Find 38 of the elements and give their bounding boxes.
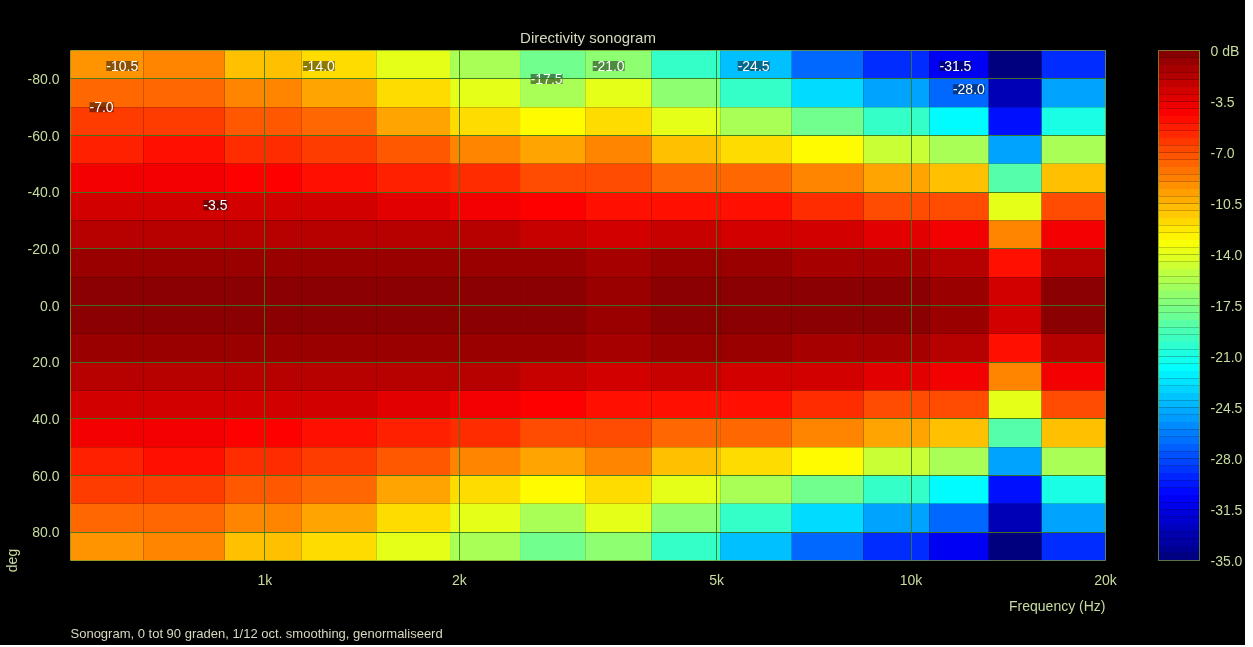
- x-tick-label: 20k: [1094, 571, 1118, 588]
- color-bar-label: -31.5: [1210, 501, 1243, 518]
- chart-title: Directivity sonogram: [520, 28, 656, 46]
- color-bar-label: -28.0: [1210, 450, 1243, 467]
- annotation: -17.5: [530, 70, 563, 87]
- x-tick-label: 1k: [257, 571, 274, 588]
- y-tick-label: 80.0: [32, 524, 60, 541]
- color-bar-label: -14.0: [1210, 246, 1243, 263]
- y-tick-label: -80.0: [27, 70, 60, 87]
- y-tick-label: 20.0: [32, 354, 60, 371]
- color-bar-label: -7.0: [1210, 144, 1235, 161]
- annotation: -10.5: [106, 58, 139, 75]
- y-tick-label: 0.0: [40, 297, 60, 314]
- color-bar-label: 0 dB: [1210, 42, 1240, 59]
- y-tick-label: -20.0: [27, 240, 60, 257]
- annotation: -31.5: [939, 58, 972, 75]
- y-tick-label: -60.0: [27, 127, 60, 144]
- color-bar-label: -21.0: [1210, 348, 1243, 365]
- x-tick-label: 5k: [709, 571, 725, 588]
- x-tick-label: 2k: [452, 571, 468, 588]
- text: Sonogram, 0 tot 90 graden, 1/12 oct. smoothing, genormaliseerd: [70, 625, 443, 641]
- y-tick-label: 60.0: [32, 467, 60, 484]
- color-bar-label: -17.5: [1210, 297, 1243, 314]
- annotation: -24.5: [737, 58, 770, 75]
- color-bar-label: -24.5: [1210, 399, 1243, 416]
- y-tick-label: 40.0: [32, 410, 60, 427]
- x-tick-label: 10k: [899, 571, 924, 588]
- color-bar-label: -3.5: [1210, 93, 1235, 110]
- x-axis-title: Frequency (Hz): [1009, 597, 1106, 614]
- annotation: -21.0: [592, 58, 625, 75]
- annotation: -14.0: [302, 58, 336, 75]
- y-axis-title: deg: [3, 548, 20, 573]
- annotation: -3.5: [203, 197, 228, 214]
- annotation: -7.0: [89, 99, 114, 116]
- color-bar-label: -10.5: [1210, 195, 1243, 212]
- color-bar-label: -35.0: [1210, 552, 1243, 569]
- y-tick-label: -40.0: [27, 184, 60, 201]
- annotation: -28.0: [952, 81, 986, 98]
